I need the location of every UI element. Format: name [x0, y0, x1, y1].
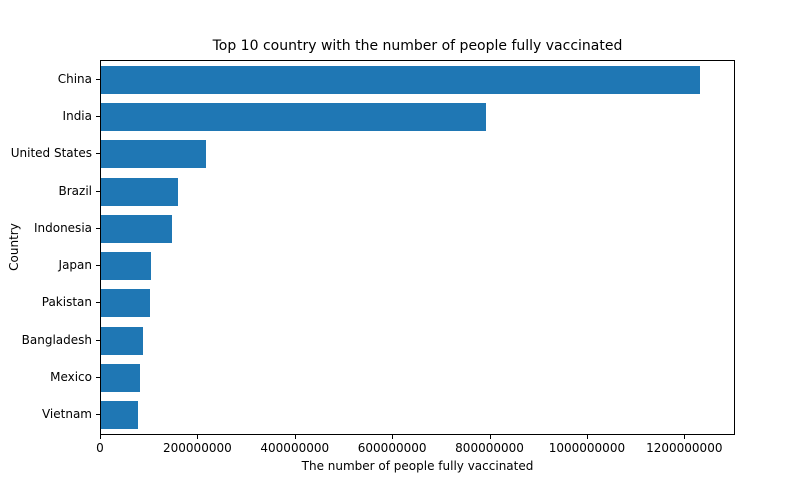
x-tick-mark — [684, 435, 686, 439]
y-tick-label: Brazil — [58, 183, 93, 198]
y-tick-mark — [96, 302, 100, 304]
y-tick-label: Pakistan — [41, 295, 92, 310]
x-tick-mark — [197, 435, 199, 439]
y-tick-mark — [96, 153, 100, 155]
bar-united-states — [101, 140, 206, 169]
bar-india — [101, 102, 486, 131]
y-tick-label: Japan — [58, 258, 92, 273]
bar-china — [101, 65, 700, 94]
y-tick-mark — [96, 190, 100, 192]
bar-bangladesh — [101, 326, 143, 355]
x-tick-label: 600000000 — [357, 441, 427, 455]
chart-title: Top 10 country with the number of people… — [212, 38, 623, 54]
bar-japan — [101, 252, 152, 281]
y-tick-label: United States — [10, 146, 92, 161]
x-tick-mark — [586, 435, 588, 439]
x-tick-mark — [489, 435, 491, 439]
bar-pakistan — [101, 289, 150, 318]
y-tick-mark — [96, 339, 100, 341]
y-tick-mark — [96, 227, 100, 229]
y-tick-mark — [96, 377, 100, 379]
y-tick-label: Mexico — [50, 370, 92, 385]
y-tick-label: China — [57, 71, 92, 86]
y-tick-label: Indonesia — [33, 220, 92, 235]
y-tick-mark — [96, 414, 100, 416]
x-tick-mark — [100, 435, 101, 439]
x-tick-label: 800000000 — [455, 441, 524, 455]
bar-mexico — [101, 364, 140, 393]
x-tick-mark — [294, 435, 296, 439]
x-tick-mark — [392, 435, 394, 439]
x-axis-label: The number of people fully vaccinated — [301, 459, 534, 473]
x-tick-label: 1200000000 — [646, 441, 723, 455]
bar-brazil — [101, 177, 178, 206]
plot-area — [100, 60, 735, 435]
y-tick-mark — [96, 115, 100, 117]
x-tick-label: 200000000 — [163, 441, 232, 455]
x-tick-label: 0 — [96, 441, 104, 455]
x-tick-label: 400000000 — [260, 441, 330, 455]
y-tick-mark — [96, 78, 100, 80]
x-tick-label: 1000000000 — [548, 441, 626, 455]
bar-vietnam — [101, 401, 138, 430]
y-tick-mark — [96, 265, 100, 267]
y-tick-label: Vietnam — [41, 407, 92, 422]
y-tick-label: Bangladesh — [21, 332, 92, 347]
bar-indonesia — [101, 214, 173, 243]
y-tick-label: India — [62, 108, 92, 123]
